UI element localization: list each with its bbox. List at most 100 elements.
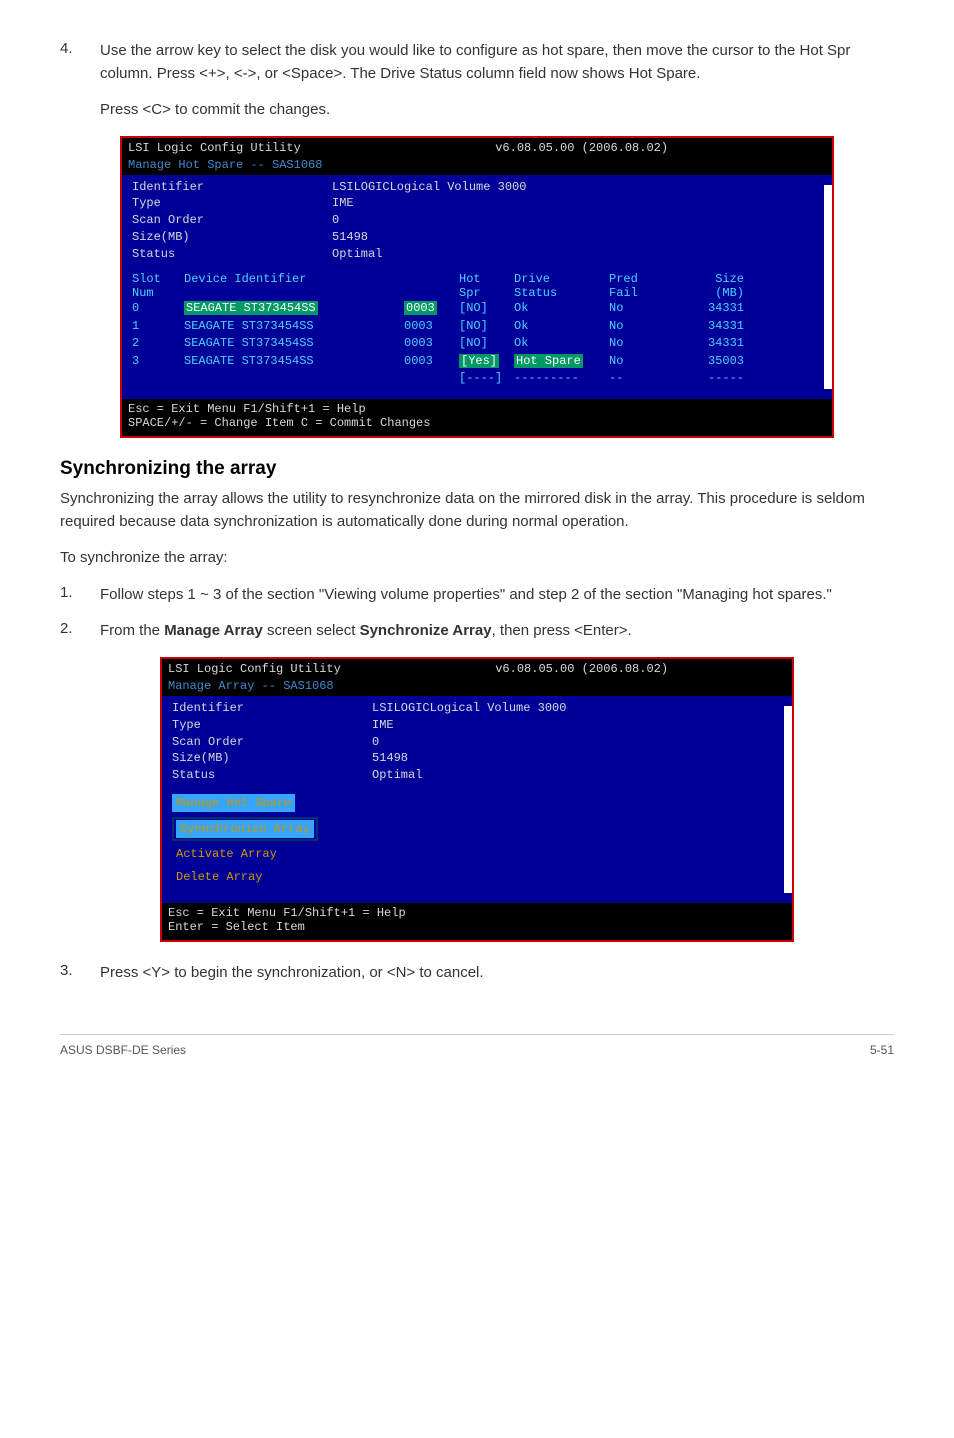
kv-val: 51498 (372, 750, 782, 767)
cell-code: 0003 (404, 353, 459, 370)
col-slot-label: Slot (132, 272, 184, 286)
kv-val: LSILOGICLogical Volume 3000 (332, 179, 822, 196)
cell-slot: 2 (132, 335, 184, 352)
step-4-note: Press <C> to commit the changes. (100, 99, 894, 122)
table-row: 0 SEAGATE ST373454SS 0003 [NO] Ok No 343… (132, 300, 822, 317)
menu-synchronize-box: Synnchronize Array (172, 817, 318, 841)
terminal1-table-header2: Num Spr Status Fail (MB) (132, 286, 822, 300)
cell-drv: Ok (514, 335, 609, 352)
cell-pred: No (609, 318, 664, 335)
col-dev-label: Device Identifier (184, 272, 404, 286)
cell-dev: SEAGATE ST373454SS (184, 353, 404, 370)
menu-list: Manage Hot Spare Synnchronize Array Acti… (172, 794, 782, 891)
kv-val: Optimal (332, 246, 822, 263)
cell-slot: 1 (132, 318, 184, 335)
cell-pred: No (609, 335, 664, 352)
footer2-line2: Enter = Select Item (168, 920, 786, 934)
terminal2-footer: Esc = Exit Menu F1/Shift+1 = Help Enter … (162, 903, 792, 940)
terminal1-title-right: v6.08.05.00 (2006.08.02) (495, 141, 668, 155)
step-2-num: 2. (60, 620, 100, 643)
sync-array-title: Synchronizing the array (60, 458, 894, 480)
step-4-text: Use the arrow key to select the disk you… (100, 40, 894, 85)
cell-size: 34331 (664, 335, 744, 352)
cell-dev: SEAGATE ST373454SS (184, 318, 404, 335)
terminal2-scrollbar (784, 706, 792, 893)
cell-size-dash: ----- (664, 370, 744, 387)
terminal1-title-left: LSI Logic Config Utility (128, 141, 301, 155)
terminal1-scrollbar (824, 185, 832, 390)
terminal2-title-right: v6.08.05.00 (2006.08.02) (495, 662, 668, 676)
kv-key: Type (132, 195, 332, 212)
cell-code: 0003 (404, 301, 437, 315)
cell-hot: [Yes] (459, 354, 499, 368)
footer2-line1: Esc = Exit Menu F1/Shift+1 = Help (168, 906, 786, 920)
kv-key: Type (172, 717, 372, 734)
terminal1-subtitle: Manage Hot Spare -- SAS1068 (122, 158, 832, 175)
kv-val: 0 (372, 734, 782, 751)
col-pred-label2: Fail (609, 286, 664, 300)
step-3-num: 3. (60, 962, 100, 985)
col-drv-label2: Status (514, 286, 609, 300)
step-3-text: Press <Y> to begin the synchronization, … (100, 962, 894, 985)
menu-activate-array[interactable]: Activate Array (172, 845, 281, 863)
cell-size: 34331 (664, 300, 744, 317)
kv-key: Identifier (172, 700, 372, 717)
footer-right: 5-51 (870, 1043, 894, 1057)
cell-drv: Ok (514, 318, 609, 335)
kv-val: IME (372, 717, 782, 734)
cell-dev: SEAGATE ST373454SS (184, 335, 404, 352)
cell-pred-dash: -- (609, 370, 664, 387)
terminal2-kv: IdentifierLSILOGICLogical Volume 3000 Ty… (172, 700, 782, 784)
kv-val: LSILOGICLogical Volume 3000 (372, 700, 782, 717)
step-3: 3. Press <Y> to begin the synchronizatio… (60, 962, 894, 985)
cell-drv: Ok (514, 300, 609, 317)
cell-size: 34331 (664, 318, 744, 335)
cell-drv-dash: --------- (514, 370, 609, 387)
cell-hot: [NO] (459, 318, 514, 335)
table-row: 3 SEAGATE ST373454SS 0003 [Yes] Hot Spar… (132, 353, 822, 370)
table-row: 1 SEAGATE ST373454SS 0003 [NO] Ok No 343… (132, 318, 822, 335)
kv-key: Scan Order (132, 212, 332, 229)
sync-p1: Synchronizing the array allows the utili… (60, 488, 894, 533)
menu-delete-array[interactable]: Delete Array (172, 868, 266, 886)
footer-line2: SPACE/+/- = Change Item C = Commit Chang… (128, 416, 826, 430)
step-1: 1. Follow steps 1 ~ 3 of the section "Vi… (60, 584, 894, 607)
kv-key: Size(MB) (132, 229, 332, 246)
terminal2-title-left: LSI Logic Config Utility (168, 662, 341, 676)
cell-hot: [NO] (459, 335, 514, 352)
kv-key: Size(MB) (172, 750, 372, 767)
menu-synchronize-array[interactable]: Synnchronize Array (176, 820, 314, 838)
cell-pred: No (609, 300, 664, 317)
menu-manage-hot-spare[interactable]: Manage Hot Spare (172, 794, 295, 812)
kv-val: Optimal (372, 767, 782, 784)
step-2: 2. From the Manage Array screen select S… (60, 620, 894, 643)
footer-left: ASUS DSBF-DE Series (60, 1043, 186, 1057)
kv-key: Scan Order (172, 734, 372, 751)
col-hot-label2: Spr (459, 286, 514, 300)
terminal1-footer: Esc = Exit Menu F1/Shift+1 = Help SPACE/… (122, 399, 832, 436)
step2-post: , then press <Enter>. (492, 622, 632, 639)
terminal1-body: IdentifierLSILOGICLogical Volume 3000 Ty… (122, 175, 832, 400)
step-4-num: 4. (60, 40, 100, 85)
col-drv-label: Drive (514, 272, 609, 286)
cell-size: 35003 (664, 353, 744, 370)
terminal1-table-header: Slot Device Identifier Hot Drive Pred Si… (132, 272, 822, 286)
cell-slot: 0 (132, 300, 184, 317)
cell-code: 0003 (404, 318, 459, 335)
terminal-hot-spare: LSI Logic Config Utility v6.08.05.00 (20… (120, 136, 834, 439)
step2-bold1: Manage Array (164, 622, 263, 639)
cell-pred: No (609, 353, 664, 370)
kv-key: Identifier (132, 179, 332, 196)
sync-p2: To synchronize the array: (60, 547, 894, 570)
col-hot-label: Hot (459, 272, 514, 286)
page-footer: ASUS DSBF-DE Series 5-51 (60, 1034, 894, 1057)
cell-slot: 3 (132, 353, 184, 370)
col-pred-label: Pred (609, 272, 664, 286)
terminal2-body: IdentifierLSILOGICLogical Volume 3000 Ty… (162, 696, 792, 903)
kv-key: Status (132, 246, 332, 263)
kv-val: IME (332, 195, 822, 212)
cell-hot: [NO] (459, 300, 514, 317)
kv-val: 0 (332, 212, 822, 229)
kv-key: Status (172, 767, 372, 784)
col-slot-label2: Num (132, 286, 184, 300)
